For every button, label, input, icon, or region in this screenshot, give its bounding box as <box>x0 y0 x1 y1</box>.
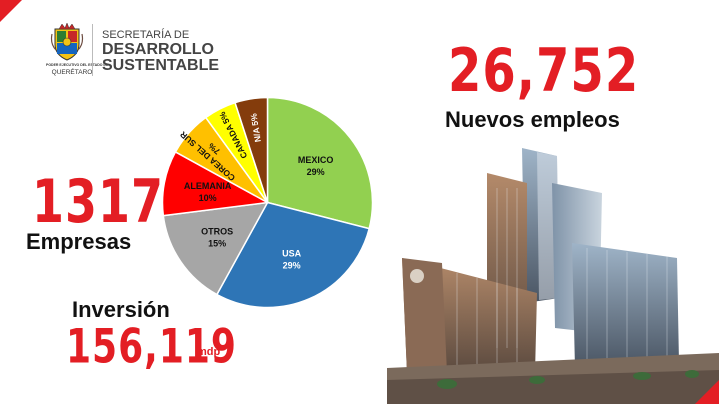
pie-label-mexico: MEXICO 29% <box>298 155 334 177</box>
pie-slice-n-a <box>234 96 269 203</box>
pie-slice-mexico <box>266 96 374 230</box>
corner-accent-top-left <box>0 0 22 22</box>
pie-label-alemania: ALEMANIA 10% <box>184 181 232 203</box>
pie-slice-otros <box>162 201 269 296</box>
government-city: QUERÉTARO <box>51 69 93 76</box>
government-label: PODER EJECUTIVO DEL ESTADO DE <box>46 63 109 67</box>
investment-label: Inversión <box>72 297 170 322</box>
state-coat-of-arms-icon <box>50 22 84 61</box>
secretaria-line-1: SECRETARÍA DE <box>102 29 190 41</box>
pie-label-usa: USA 29% <box>282 248 302 270</box>
employees-label: Nuevos empleos <box>445 107 620 132</box>
pie-slice-usa <box>215 201 371 309</box>
companies-value: 1317 <box>32 166 165 237</box>
employees-value: 26,752 <box>448 36 640 106</box>
companies-label: Empresas <box>26 229 132 254</box>
pie-label-n-a: N/A 5% <box>248 112 262 143</box>
logo-divider <box>92 24 93 76</box>
investment-unit: mdp <box>197 346 221 358</box>
investment-value: 156,119 <box>66 321 237 375</box>
corner-accent-bottom-right <box>695 380 719 404</box>
secretaria-line-2: DESARROLLO <box>102 41 214 58</box>
pie-label-otros: OTROS 15% <box>201 227 233 249</box>
office-tower-image <box>387 148 719 404</box>
secretaria-logo: PODER EJECUTIVO DEL ESTADO DE QUERÉTARO … <box>46 20 226 90</box>
investment-origin-pie-chart: MEXICO 29%USA 29%OTROS 15%ALEMANIA 10%COREA … <box>161 96 374 309</box>
secretaria-line-3: SUSTENTABLE <box>102 57 220 74</box>
